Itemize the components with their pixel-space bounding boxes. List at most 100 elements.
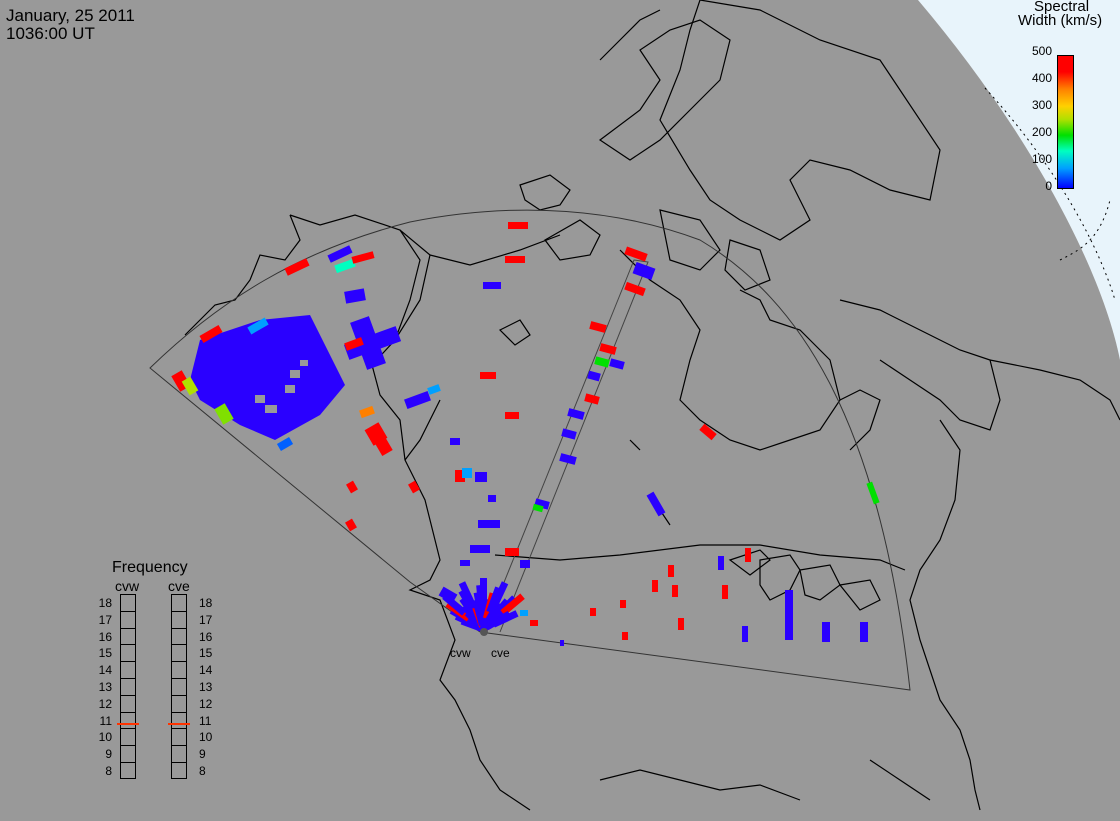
colorbar-title: Spectral bbox=[1034, 0, 1090, 15]
echo-cell bbox=[584, 393, 600, 405]
frequency-gridline bbox=[171, 762, 187, 763]
colorbar-tick: 0 bbox=[1045, 179, 1052, 193]
echo-cell bbox=[532, 503, 544, 513]
echo-cell bbox=[561, 428, 577, 440]
frequency-gridline bbox=[120, 610, 136, 612]
frequency-gridline bbox=[171, 627, 187, 629]
frequency-tick-right: 14 bbox=[199, 663, 213, 678]
echo-cell bbox=[300, 360, 308, 366]
echo-cell bbox=[622, 632, 628, 640]
echo-cell bbox=[334, 258, 356, 274]
echo-cell bbox=[199, 325, 223, 343]
echo-cell bbox=[500, 593, 525, 616]
echo-cell bbox=[609, 358, 625, 370]
echo-cell bbox=[620, 600, 626, 608]
radar-echoes bbox=[171, 222, 880, 646]
echo-cell bbox=[455, 470, 465, 482]
echo-cell bbox=[505, 256, 525, 263]
radar-site-marker bbox=[480, 628, 488, 636]
frequency-column-cve bbox=[171, 594, 187, 779]
echo-cell bbox=[559, 453, 577, 465]
echo-cell bbox=[458, 581, 477, 608]
frequency-column-cvw bbox=[120, 594, 136, 779]
frequency-tick-right: 17 bbox=[199, 612, 213, 627]
radar-label-cve: cve bbox=[491, 646, 510, 660]
frequency-radar-cve: cve bbox=[168, 578, 190, 594]
echo-cell bbox=[345, 518, 357, 532]
frequency-tick-left: 17 bbox=[98, 612, 112, 627]
frequency-radar-cvw: cvw bbox=[115, 578, 140, 594]
frequency-tick-left: 10 bbox=[98, 730, 112, 745]
echo-cell bbox=[181, 376, 199, 396]
frequency-tick-right: 16 bbox=[199, 629, 213, 644]
frequency-tick-right: 8 bbox=[199, 764, 206, 778]
echo-cell bbox=[408, 480, 420, 494]
echo-cell bbox=[364, 422, 388, 446]
echo-cell bbox=[520, 610, 528, 616]
frequency-marker bbox=[117, 723, 139, 726]
echo-cell bbox=[678, 618, 684, 630]
echo-cell bbox=[480, 372, 496, 379]
echo-cell bbox=[589, 321, 607, 333]
echo-region bbox=[190, 315, 345, 440]
echo-cell bbox=[478, 520, 500, 528]
frequency-gridline bbox=[120, 661, 136, 663]
frequency-gridline bbox=[120, 745, 136, 747]
echo-cell bbox=[247, 317, 269, 335]
frequency-gridline bbox=[120, 678, 136, 679]
echo-cell bbox=[560, 640, 564, 646]
frequency-tick-left: 18 bbox=[98, 596, 112, 610]
echo-cell bbox=[359, 405, 375, 419]
frequency-gridline bbox=[171, 661, 187, 663]
echo-cell bbox=[404, 391, 431, 409]
echo-cell bbox=[672, 585, 678, 597]
echo-cell bbox=[276, 437, 294, 451]
frequency-gridline bbox=[120, 627, 136, 629]
frequency-tick-right: 13 bbox=[199, 680, 213, 694]
echo-cell bbox=[718, 556, 724, 570]
frequency-tick-right: 15 bbox=[199, 646, 213, 661]
echo-cell bbox=[822, 622, 830, 642]
echo-cell bbox=[567, 408, 585, 420]
echo-cell bbox=[450, 438, 460, 445]
echo-cell bbox=[508, 222, 528, 229]
echo-cell bbox=[699, 423, 717, 441]
echo-cell bbox=[470, 545, 490, 553]
echo-cell bbox=[438, 586, 458, 604]
beam-line bbox=[483, 259, 649, 633]
frequency-tick-left: 12 bbox=[98, 696, 112, 711]
echo-cell bbox=[587, 370, 601, 382]
frequency-gridline bbox=[120, 728, 136, 730]
echo-cell bbox=[530, 620, 538, 626]
echo-cell bbox=[722, 585, 728, 599]
latitude-circle bbox=[984, 87, 1116, 301]
echo-cell bbox=[745, 548, 751, 562]
frequency-tick-right: 10 bbox=[199, 730, 213, 745]
echo-cell bbox=[624, 281, 646, 297]
frequency-gridline bbox=[120, 694, 136, 696]
echo-cell bbox=[255, 395, 265, 403]
echo-cell bbox=[590, 608, 596, 616]
echo-cell bbox=[290, 370, 300, 378]
echo-cell bbox=[652, 580, 658, 592]
field-of-view bbox=[149, 209, 911, 691]
echo-cell bbox=[505, 548, 519, 556]
echo-cell bbox=[344, 288, 366, 304]
frequency-title: Frequency bbox=[112, 559, 188, 576]
echo-cell bbox=[427, 384, 441, 395]
echo-cell bbox=[229, 325, 251, 343]
time-label: 1036:00 UT bbox=[6, 24, 95, 43]
echo-cell bbox=[475, 472, 487, 482]
frequency-tick-left: 9 bbox=[105, 747, 112, 762]
coastlines bbox=[184, 0, 1120, 811]
echo-cell bbox=[624, 246, 648, 262]
echo-cell bbox=[343, 326, 402, 360]
echo-cell bbox=[346, 480, 358, 494]
echo-cell bbox=[632, 261, 656, 281]
frequency-gridline bbox=[120, 762, 136, 763]
echo-cell bbox=[265, 405, 277, 413]
echo-cell bbox=[460, 560, 470, 566]
echo-cell bbox=[505, 412, 519, 419]
